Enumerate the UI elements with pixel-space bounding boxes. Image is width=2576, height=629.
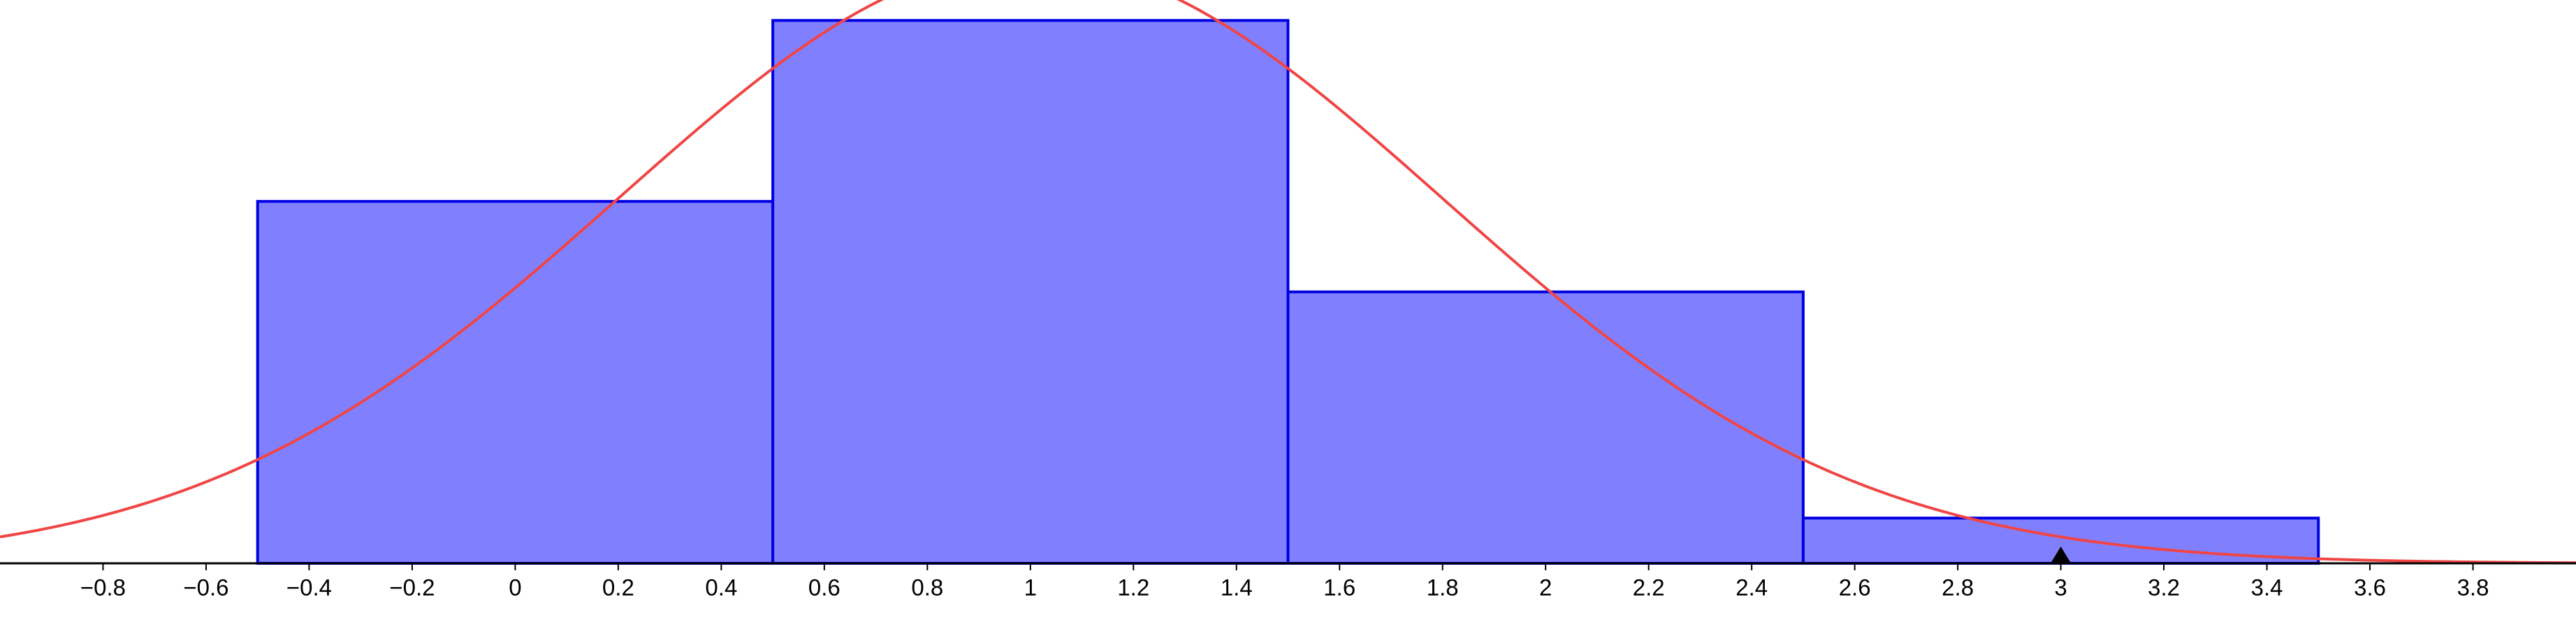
histogram-bars — [256, 19, 2320, 565]
normal-curve — [0, 0, 2576, 565]
x-tick-label: 2.8 — [1942, 574, 1974, 600]
x-tick-label: 3.8 — [2457, 574, 2489, 600]
x-tick-label: −0.2 — [389, 574, 435, 600]
normal-curve-layer — [0, 0, 2576, 565]
x-tick-label: 1 — [1024, 574, 1037, 600]
x-tick-label: 0 — [509, 574, 521, 600]
x-tick-label: 3.2 — [2148, 574, 2180, 600]
x-tick-label: 1.6 — [1323, 574, 1355, 600]
x-tick-label: 3.6 — [2354, 574, 2386, 600]
histogram-bar-1 — [256, 200, 775, 565]
x-tick-label: 3.4 — [2251, 574, 2283, 600]
x-axis: −0.8 −0.6 −0.4 −0.2 0 0.2 0.4 0.6 0.8 1 1.2 1.4 1.6 1… — [0, 547, 2576, 600]
x-tick-label: 3 — [2054, 574, 2067, 600]
x-tick-label: −0.4 — [286, 574, 332, 600]
x-tick-label: 2.2 — [1633, 574, 1665, 600]
x-tick-label: 1.8 — [1427, 574, 1459, 600]
x-tick-label: 1.4 — [1221, 574, 1253, 600]
x-tick-label: 0.2 — [602, 574, 634, 600]
point-marker — [2051, 547, 2071, 563]
histogram-bar-3 — [1286, 290, 1805, 565]
x-tick-label: 2.6 — [1839, 574, 1871, 600]
x-tick-label: 0.6 — [808, 574, 841, 600]
x-tick-label: −0.8 — [80, 574, 126, 600]
x-tick-label: 0.4 — [705, 574, 737, 600]
x-tick-label: −0.6 — [183, 574, 228, 600]
x-tick-label: 2.4 — [1735, 574, 1768, 600]
x-tick-label: 1.2 — [1117, 574, 1149, 600]
x-tick-label: 2 — [1539, 574, 1552, 600]
x-tick-label: 0.8 — [911, 574, 943, 600]
histogram-bar-2 — [771, 19, 1290, 565]
